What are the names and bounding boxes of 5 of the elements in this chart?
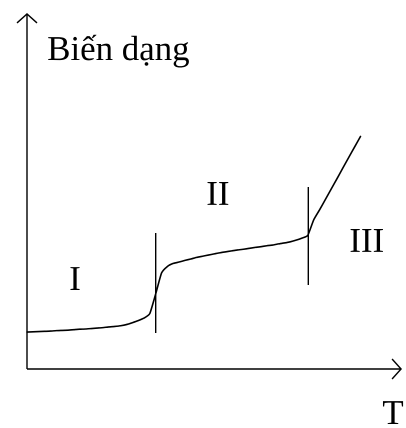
- x-axis-title: T: [382, 401, 404, 424]
- y-axis-title: Biến dạng: [48, 34, 189, 68]
- annotation: II: [208, 182, 228, 205]
- annotation: I: [70, 267, 80, 290]
- annotation: III: [350, 229, 383, 252]
